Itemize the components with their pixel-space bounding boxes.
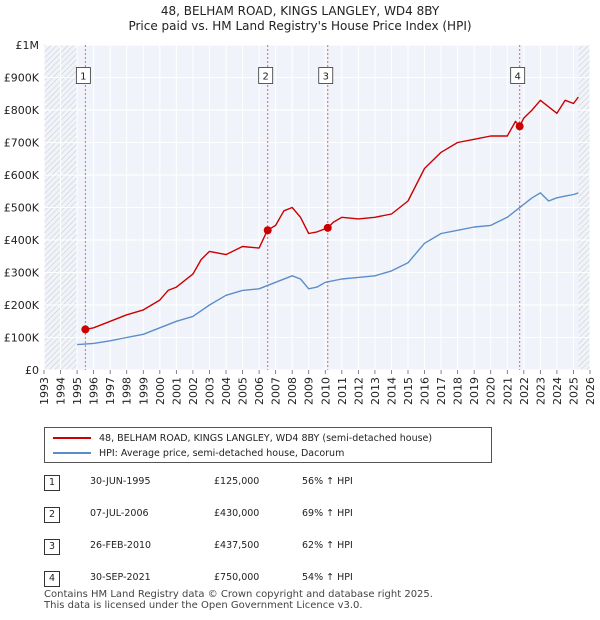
sale-label-box [75,67,91,84]
sale-label: 2 [263,72,269,83]
legend-swatch-property [53,437,91,439]
x-tick-label: 2003 [203,377,216,405]
y-tick-label: £1M [16,39,40,52]
x-tick-label: 2004 [220,377,233,405]
sale-label: 4 [514,72,520,83]
y-tick-label: £0 [25,364,39,377]
x-tick-label: 2010 [319,377,332,405]
sale-point [515,122,524,131]
table-row: 4 30-SEP-2021 £750,000 54% ↑ HPI [44,571,444,587]
x-tick-label: 1999 [137,377,150,405]
x-tick-label: 2019 [468,377,481,405]
x-tick-label: 2020 [485,377,498,405]
sale-hpi-diff: 69% ↑ HPI [302,508,353,519]
sale-date: 26-FEB-2010 [90,540,152,551]
x-tick-label: 2001 [170,377,183,405]
x-tick-label: 2007 [270,377,283,405]
chart-title: 48, BELHAM ROAD, KINGS LANGLEY, WD4 8BY [160,4,440,18]
x-tick-label: 1997 [104,377,117,405]
y-tick-label: £700K [4,137,40,150]
x-tick-label: 2002 [187,377,200,405]
x-tick-label: 2016 [419,377,432,405]
sale-hpi-diff: 54% ↑ HPI [302,572,353,583]
legend-item-hpi: HPI: Average price, semi-detached house,… [53,446,344,460]
table-row: 3 26-FEB-2010 £437,500 62% ↑ HPI [44,539,444,555]
y-tick-label: £200K [4,299,40,312]
x-tick-label: 2026 [584,377,597,405]
sale-price: £750,000 [214,572,260,583]
sale-price: £125,000 [214,476,260,487]
sale-badge: 2 [44,507,60,523]
sale-price: £437,500 [214,540,260,551]
x-tick-label: 2012 [352,377,365,405]
footer-licence: This data is licensed under the Open Gov… [44,600,363,611]
x-tick-label: 1998 [121,377,134,405]
y-tick-label: £300K [4,267,40,280]
sale-badge: 4 [44,571,60,587]
x-tick-label: 2011 [336,377,349,405]
x-tick-label: 2025 [567,377,580,405]
sale-point [323,223,332,232]
property-series-line [85,96,579,331]
footer: Contains HM Land Registry data © Crown c… [44,589,433,611]
y-tick-label: £100K [4,332,40,345]
hpi-series-line [77,192,579,346]
price-chart: 1 2 3 4 £0 £100K £200K £300K £400K £500K £600K £70… [4,39,597,405]
x-tick-label: 2017 [435,377,448,405]
sale-badge: 1 [44,475,60,491]
x-tick-label: 2006 [253,377,266,405]
chart-subtitle: Price paid vs. HM Land Registry's House … [128,19,472,33]
legend-swatch-hpi [53,452,91,454]
sale-label-box [258,67,274,84]
y-tick-label: £800K [4,104,40,117]
x-tick-label: 2024 [551,377,564,405]
x-tick-label: 1994 [55,377,68,405]
sale-label-box [510,67,526,84]
legend: 48, BELHAM ROAD, KINGS LANGLEY, WD4 8BY … [44,427,492,463]
x-tick-label: 1996 [88,377,101,405]
footer-copyright: Contains HM Land Registry data © Crown c… [44,589,433,600]
y-tick-label: £900K [4,72,40,85]
legend-label-hpi: HPI: Average price, semi-detached house,… [99,447,345,459]
x-tick-label: 2000 [154,377,167,405]
x-tick-label: 1993 [38,377,51,405]
sale-label: 3 [323,72,329,83]
sale-hpi-diff: 56% ↑ HPI [302,476,353,487]
sale-badge: 3 [44,539,60,555]
legend-item-property: 48, BELHAM ROAD, KINGS LANGLEY, WD4 8BY … [53,431,432,445]
sale-date: 30-SEP-2021 [90,572,151,583]
sale-label-box [318,67,334,84]
x-tick-label: 2005 [237,377,250,405]
x-tick-label: 2009 [303,377,316,405]
y-tick-label: £400K [4,234,40,247]
sale-date: 07-JUL-2006 [90,508,149,519]
x-tick-label: 1995 [71,377,84,405]
x-tick-label: 2008 [286,377,299,405]
x-tick-label: 2022 [518,377,531,405]
sale-label: 1 [80,72,86,83]
x-tick-label: 2013 [369,377,382,405]
table-row: 1 30-JUN-1995 £125,000 56% ↑ HPI [44,475,444,491]
legend-label-property: 48, BELHAM ROAD, KINGS LANGLEY, WD4 8BY … [99,432,433,444]
x-tick-label: 2018 [452,377,465,405]
sale-point [81,325,90,334]
x-tick-label: 2014 [385,377,398,405]
table-row: 2 07-JUL-2006 £430,000 69% ↑ HPI [44,507,444,523]
sale-hpi-diff: 62% ↑ HPI [302,540,353,551]
y-tick-label: £500K [4,202,40,215]
sale-date: 30-JUN-1995 [90,476,151,487]
sale-point [263,226,272,235]
x-tick-label: 2021 [501,377,514,405]
sale-price: £430,000 [214,508,260,519]
x-tick-label: 2023 [534,377,547,405]
x-tick-label: 2015 [402,377,415,405]
y-tick-label: £600K [4,169,40,182]
